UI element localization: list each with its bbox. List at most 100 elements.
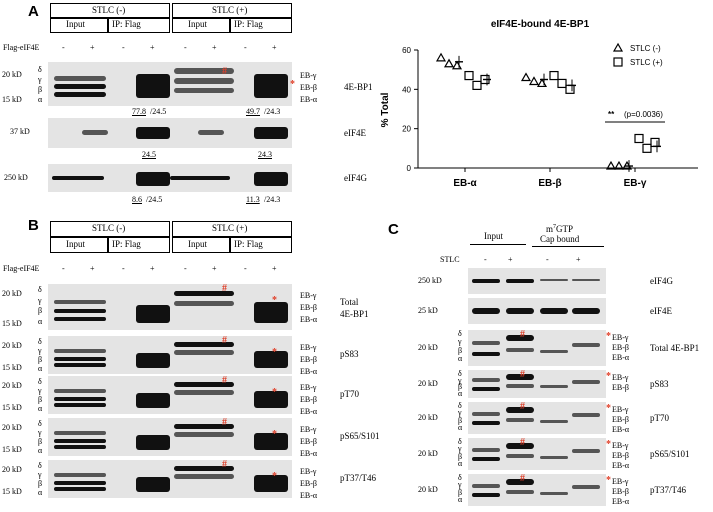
star-mark: * [272,387,277,398]
dash: - [62,43,65,52]
b-ipflag-box-2 [230,237,292,253]
data-point-square [464,70,474,81]
band [540,385,568,389]
marker: 25 kD [418,306,438,315]
scatter-chart: eIF4E-bound 4E-BP1 % Total 0 20 40 60 EB-α E… [380,19,698,189]
band [506,490,534,494]
hash-mark: # [520,369,525,380]
eb-beta: EB-β [612,343,629,352]
band [506,335,534,342]
row-label: 4E-BP1 [340,309,369,319]
blot-b-row [48,336,292,374]
dash: - [244,43,247,52]
greek-label: β [38,394,43,404]
eb-beta: EB-β [612,383,629,392]
marker: 20 kD [418,379,438,388]
stlc-plus-box [172,3,292,19]
band [572,308,600,314]
blot-c-row [468,474,606,506]
eb-gamma: EB-γ [612,333,629,342]
band [136,435,170,451]
quant: 24.5 [142,150,156,159]
eb-gamma: EB-γ [300,343,317,352]
plus: + [272,43,277,52]
row-eif4g: eIF4G [344,173,367,183]
band [174,301,234,307]
data-point-triangle [451,60,463,70]
blot-c-row [468,370,606,398]
eb-beta: EB-β [300,303,317,312]
greek-label: γ [38,295,42,305]
greek-label: γ [38,469,42,479]
band [174,350,234,356]
band [136,477,170,493]
quant: /24.5 [150,107,167,116]
hash-mark: # [520,401,525,412]
marker-37kd: 37 kD [10,127,30,136]
data-point-triangle [528,76,540,86]
greek-label: γ [458,480,462,490]
blot-c-row [468,330,606,366]
data-point-triangle [520,72,532,82]
blot-a-4ebp1 [48,62,292,106]
hash-mark: # [520,329,525,340]
star-mark: * [272,471,277,482]
eb-gamma: EB-γ [612,373,629,382]
stlc-plus-label: STLC (+) [212,5,248,15]
marker-20kd: 20 kD [2,381,22,390]
data-point-square [642,143,652,153]
band [572,413,600,418]
row-label: pS83 [650,379,669,389]
greek-label: δ [458,329,462,338]
eb-beta: EB-β [300,355,317,364]
data-point-square [472,80,482,91]
dash: - [184,264,187,273]
greek-label: δ [38,461,42,470]
greek-label: δ [458,401,462,410]
b-input-box [50,237,108,253]
band [572,279,600,281]
blot-a-eif4e [48,118,292,148]
c-sup: 7 [553,224,557,230]
star-mark: * [606,371,611,382]
greek-label: α [458,388,463,398]
star-mark: * [272,295,277,306]
legend-label: STLC (+) [630,58,663,67]
marker-20kd: 20 kD [2,289,22,298]
data-point-square [549,70,559,81]
dash: - [122,264,125,273]
greek-label: γ [38,427,42,437]
band [572,449,600,454]
input-label-2: Input [188,19,207,29]
data-point-triangle [443,58,455,68]
band [540,349,568,353]
greek-label: β [38,478,43,488]
band [572,485,600,490]
band [472,493,500,498]
eb-alpha: EB-α [300,491,318,500]
band [472,308,500,314]
greek-label: β [38,354,43,364]
band [54,317,106,322]
band [472,483,500,488]
c-cap-bound: Cap bound [540,234,580,244]
eb-alpha: EB-α [612,497,630,506]
row-label: eIF4E [650,306,672,316]
quant: 49.7 [246,107,260,116]
b-stlc-plus: STLC (+) [212,223,248,233]
band [54,473,106,478]
band [540,308,568,314]
greek-label: γ [38,345,42,355]
greek-label: δ [38,337,42,346]
eb-gamma: EB-γ [612,405,629,414]
b-flag-label: Flag-eIF4E [3,264,40,273]
quant: 8.6 [132,195,142,204]
band [54,356,106,361]
eb-beta: EB-β [612,415,629,424]
greek-label: δ [38,285,42,294]
b-stlc-minus-box [50,221,170,237]
band [54,480,106,485]
greek-label: β [458,415,463,425]
c-stlc: STLC [440,255,460,264]
marker-15kd: 15 kD [2,403,22,412]
